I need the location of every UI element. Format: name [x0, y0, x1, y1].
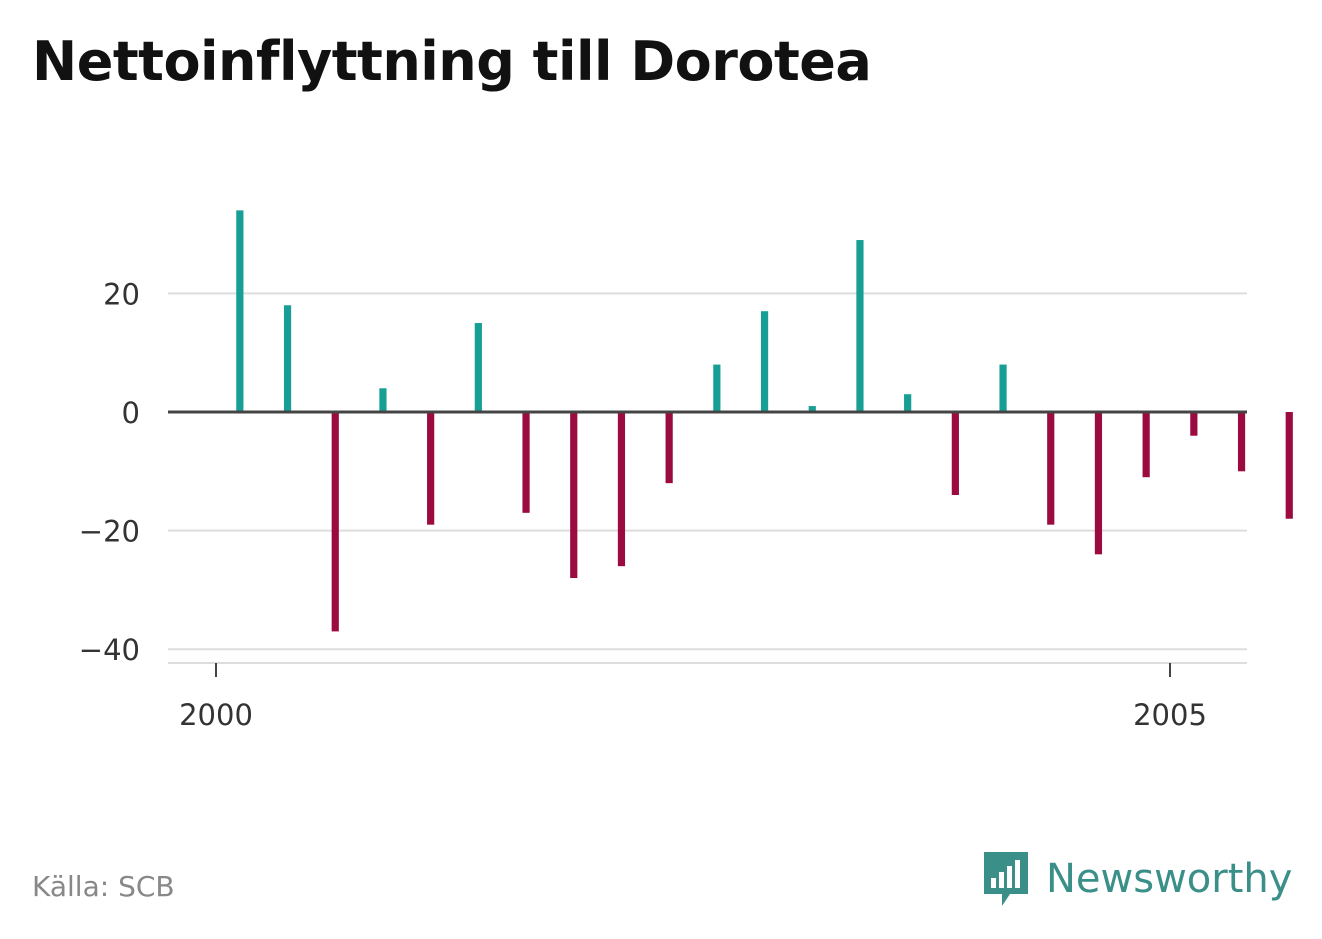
bar: [617, 412, 626, 567]
chart-title: Nettoinflyttning till Dorotea: [32, 30, 872, 93]
brand-logo: Newsworthy: [980, 850, 1292, 908]
bar: [1047, 412, 1055, 525]
bars: [236, 210, 1293, 632]
newsworthy-chart-icon: [984, 852, 1028, 906]
bar: [760, 311, 769, 412]
bar: [474, 323, 482, 412]
brand-name: Newsworthy: [1046, 856, 1293, 902]
x-tick-label: 2005: [1133, 698, 1207, 732]
bar: [1142, 412, 1150, 478]
bar: [283, 305, 292, 412]
bar: [236, 210, 244, 412]
bar: [331, 412, 339, 632]
bar: [1237, 412, 1246, 472]
bar: [808, 406, 816, 412]
y-tick-label: 20: [103, 277, 140, 311]
y-tick-label: −20: [79, 515, 140, 549]
axes: [168, 410, 1247, 677]
bar: [856, 240, 864, 412]
y-tick-label: −40: [79, 633, 140, 667]
bar: [713, 364, 721, 412]
y-tick-label: 0: [122, 396, 140, 430]
gridlines: [168, 292, 1247, 651]
bar: [379, 388, 387, 412]
bar: [999, 364, 1007, 412]
source-label: Källa: SCB: [32, 870, 175, 903]
tick-labels: 200−20−40200020052010201520202025: [79, 277, 1207, 732]
bar: [1190, 412, 1198, 436]
bar: [665, 412, 673, 484]
bar: [1285, 412, 1293, 519]
bar: [951, 412, 959, 496]
bar: [1094, 412, 1103, 555]
bar: [904, 394, 912, 412]
x-tick-label: 2000: [179, 698, 253, 732]
bar: [427, 412, 435, 525]
bar: [522, 412, 530, 513]
bar: [570, 412, 578, 579]
